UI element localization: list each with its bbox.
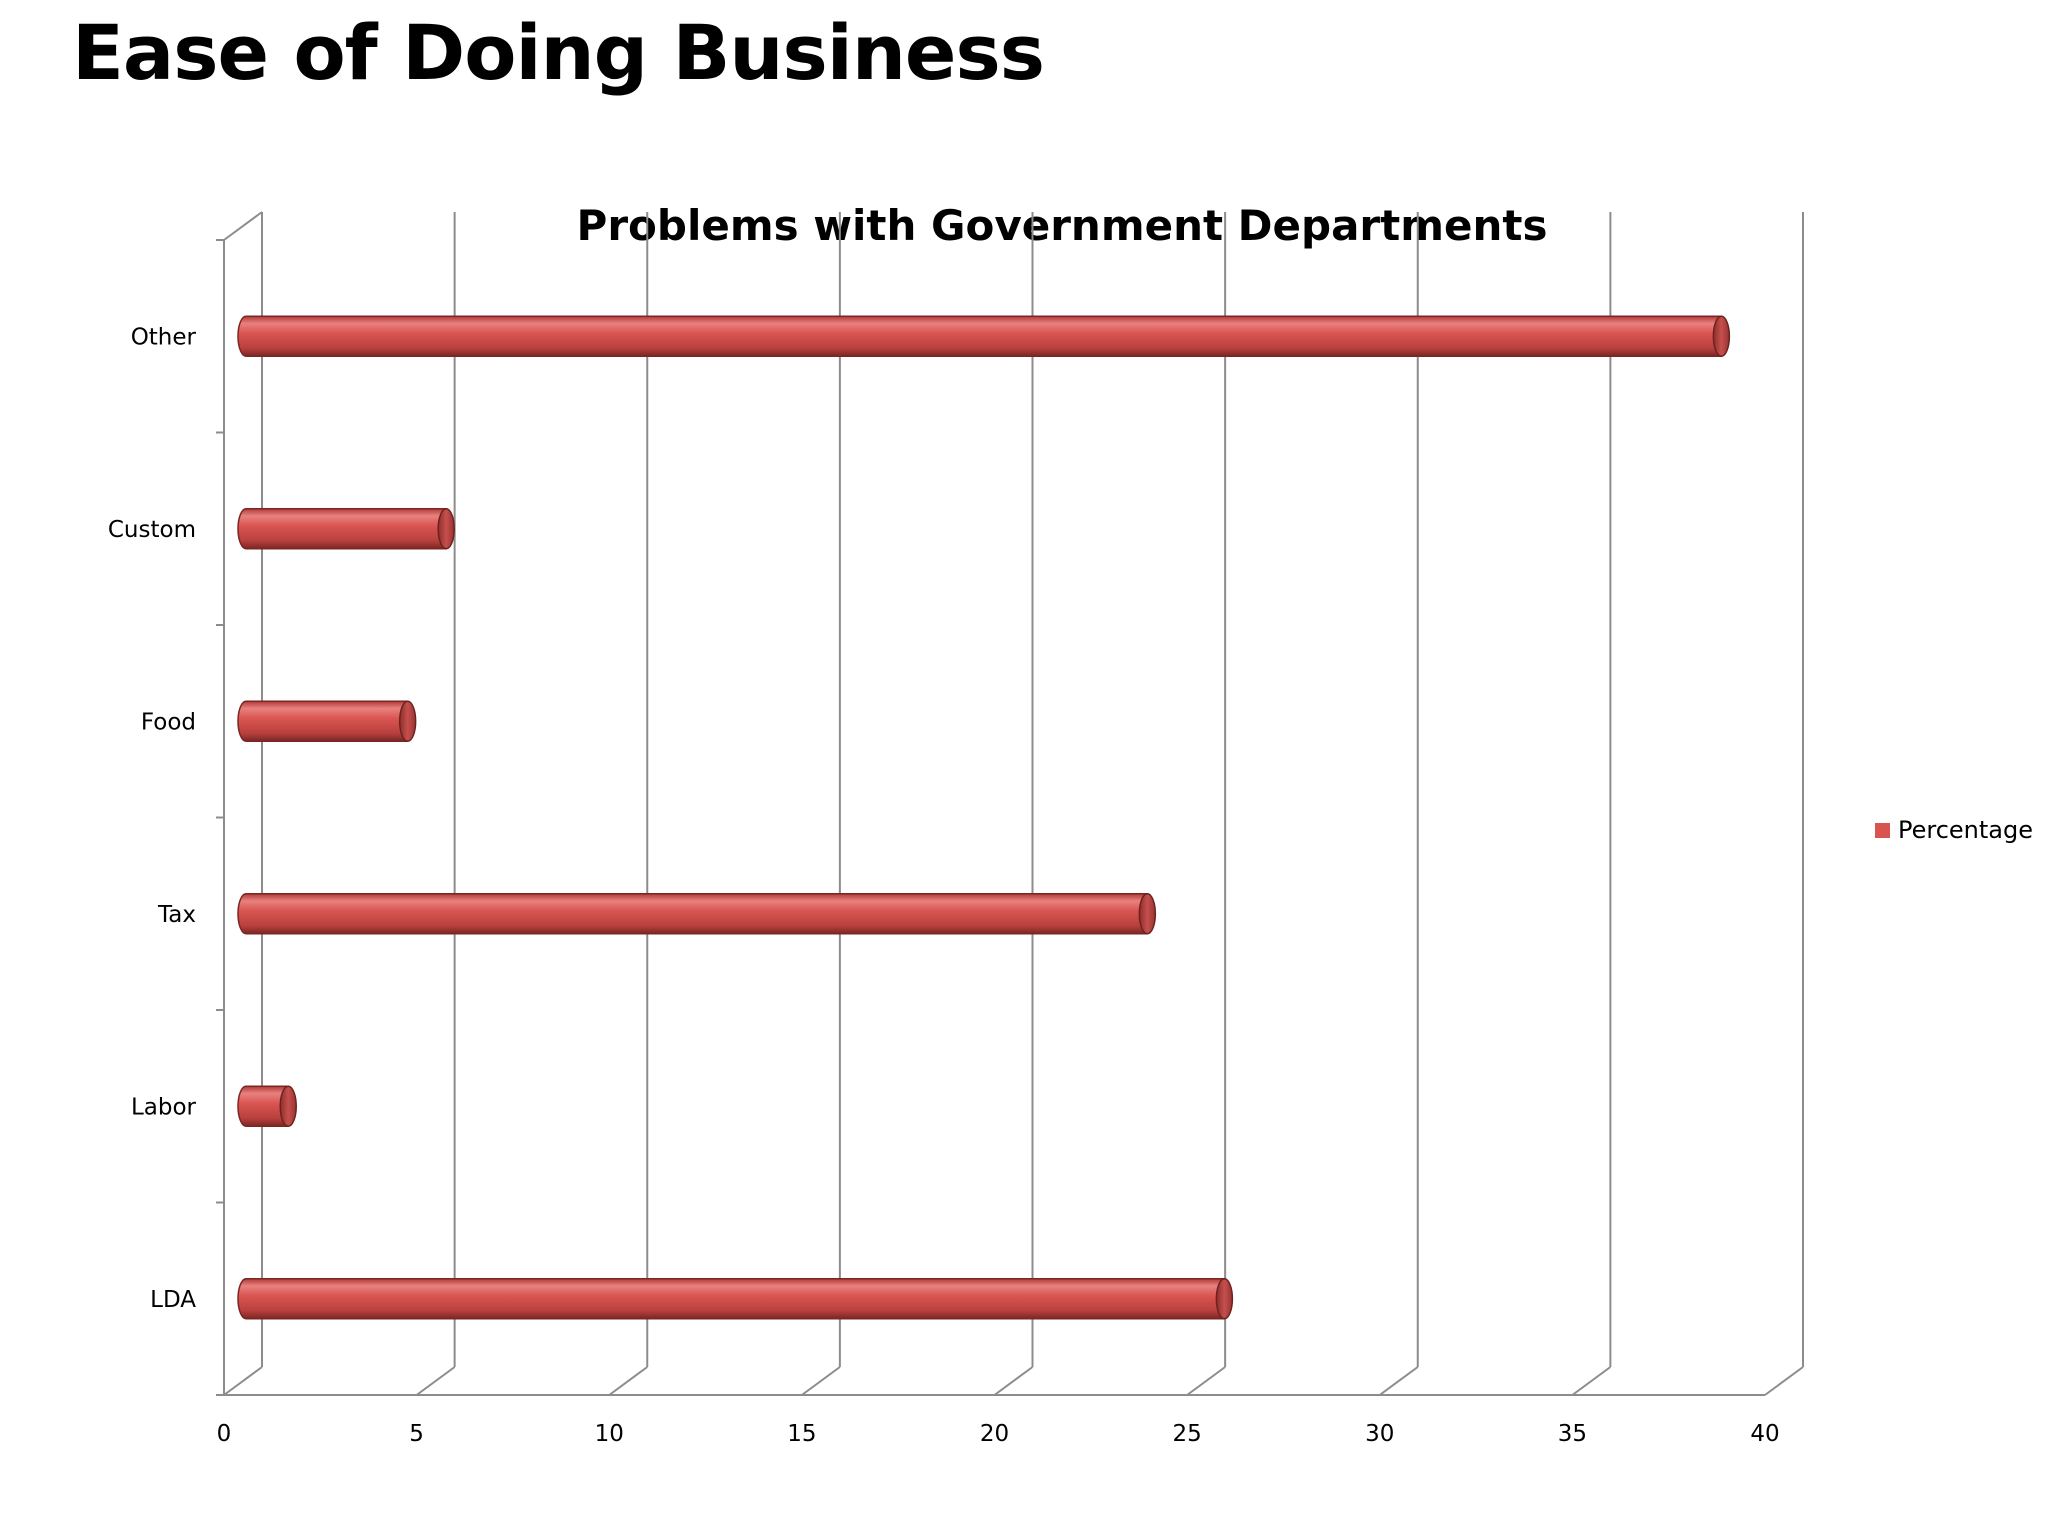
- x-tick-label: 40: [1750, 1421, 1779, 1447]
- y-tick-label: Food: [141, 709, 196, 735]
- bar-labor: [237, 1085, 297, 1127]
- bar-cap: [279, 1085, 297, 1127]
- x-tick-label: 25: [1172, 1421, 1201, 1447]
- floor-gridline: [1186, 1366, 1226, 1396]
- bar-body: [237, 1278, 1226, 1320]
- legend-swatch: [1875, 823, 1890, 838]
- floor-gridline: [416, 1366, 456, 1396]
- y-axis-top-edge: [223, 211, 263, 241]
- y-tick-label: Custom: [108, 517, 196, 543]
- axes: [216, 211, 1765, 1396]
- y-tick-label: Tax: [157, 902, 196, 928]
- chart-title: Problems with Government Departments: [577, 201, 1548, 250]
- bars: [237, 315, 1731, 1320]
- floor-gridline: [1571, 1366, 1611, 1396]
- bar-body: [237, 700, 409, 742]
- bar-cap: [1712, 315, 1731, 357]
- floor-gridline: [1379, 1366, 1419, 1396]
- x-tick-label: 5: [409, 1421, 424, 1447]
- bar-cap: [398, 700, 417, 742]
- legend-item: Percentage: [1875, 816, 2033, 844]
- bar-tax: [237, 893, 1157, 935]
- bar-lda: [237, 1278, 1234, 1320]
- bar-cap: [1215, 1278, 1234, 1320]
- slide-title: Ease of Doing Business: [72, 8, 1045, 97]
- floor-gridline: [608, 1366, 648, 1396]
- floor-gridline: [1764, 1366, 1804, 1396]
- bar-cap: [437, 508, 455, 550]
- x-tick-label: 15: [787, 1421, 816, 1447]
- bar-cap: [1138, 893, 1157, 935]
- gridlines: [223, 212, 1804, 1396]
- y-tick-label: Other: [131, 324, 197, 350]
- legend-label: Percentage: [1898, 816, 2033, 844]
- x-tick-label: 30: [1365, 1421, 1394, 1447]
- legend: Percentage: [1875, 816, 2033, 844]
- floor-gridline: [223, 1366, 263, 1396]
- bar-body: [237, 315, 1723, 357]
- bar-body: [237, 893, 1149, 935]
- y-tick-label: LDA: [150, 1287, 196, 1313]
- x-tick-label: 35: [1558, 1421, 1587, 1447]
- y-tick-label: Labor: [131, 1094, 197, 1120]
- x-tick-label: 10: [595, 1421, 624, 1447]
- x-tick-label: 20: [980, 1421, 1009, 1447]
- floor-gridline: [801, 1366, 841, 1396]
- bar-custom: [237, 508, 455, 550]
- bar-body: [237, 508, 447, 550]
- bar-other: [237, 315, 1731, 357]
- floor-gridline: [993, 1366, 1034, 1396]
- bar-body: [237, 1085, 289, 1127]
- tick-labels: 0 5 10 15 20 25 30 35 40 LDA Labor Tax Food Custom Oth…: [108, 324, 1780, 1447]
- bar-food: [237, 700, 417, 742]
- x-tick-label: 0: [217, 1421, 232, 1447]
